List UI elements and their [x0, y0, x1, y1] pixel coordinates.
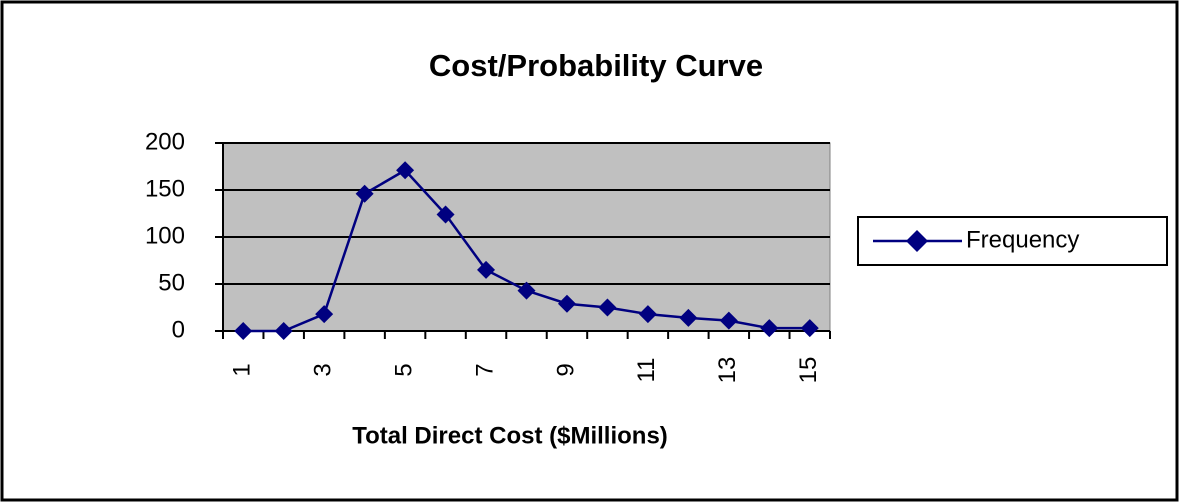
data-point [396, 161, 415, 180]
legend-label: Frequency [966, 226, 1079, 253]
y-tick-label: 50 [158, 269, 185, 296]
data-point [557, 294, 576, 313]
y-tick-label: 0 [172, 316, 185, 343]
data-point [477, 260, 496, 279]
data-point [760, 319, 779, 338]
y-tick-label: 200 [145, 128, 185, 155]
legend-marker [906, 230, 928, 252]
data-point [315, 305, 334, 324]
x-tick-label: 5 [390, 363, 417, 376]
data-point [274, 322, 293, 340]
x-tick-label: 7 [471, 363, 498, 376]
data-point [638, 305, 657, 324]
y-tick-label: 100 [145, 222, 185, 249]
x-tick-label: 11 [633, 358, 660, 383]
x-tick-label: 1 [229, 363, 256, 376]
chart-title: Cost/Probability Curve [429, 48, 763, 83]
data-point [517, 281, 536, 300]
data-point [234, 322, 253, 340]
data-point [436, 205, 455, 224]
data-point [719, 311, 738, 330]
data-point [679, 308, 698, 327]
x-tick-label: 3 [310, 363, 337, 376]
x-tick-label: 15 [795, 357, 822, 384]
data-point [800, 319, 819, 338]
x-axis-title: Total Direct Cost ($Millions) [352, 422, 668, 449]
data-point [355, 184, 374, 203]
data-point [598, 298, 617, 317]
y-tick-label: 150 [145, 175, 185, 202]
x-tick-label: 13 [714, 357, 741, 384]
x-tick-label: 9 [552, 363, 579, 376]
